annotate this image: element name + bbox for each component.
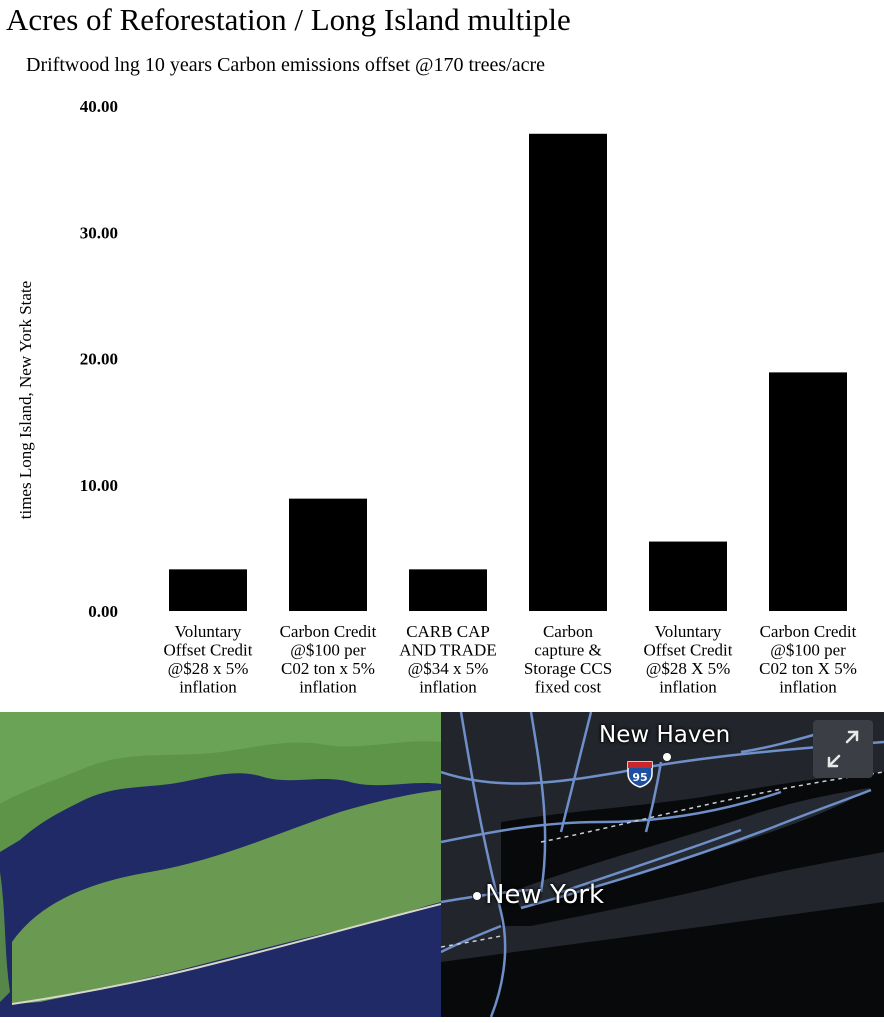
expand-map-button[interactable] (813, 720, 873, 778)
bar (769, 372, 847, 611)
satellite-image (0, 712, 441, 1017)
y-tick-label: 20.00 (80, 350, 118, 369)
x-tick-label: capture & (534, 641, 602, 660)
map-label-new-york: New York (485, 880, 605, 910)
map-roads (441, 712, 884, 1017)
x-tick-label: Carbon Credit (280, 622, 377, 641)
x-tick-label: Offset Credit (644, 641, 733, 660)
map-label-new-haven: New Haven (599, 722, 731, 748)
chart-subtitle: Driftwood lng 10 years Carbon emissions … (26, 54, 546, 76)
x-tick-label: Offset Credit (164, 641, 253, 660)
x-tick-label: AND TRADE (399, 641, 496, 660)
x-tick-label: Carbon (543, 622, 594, 641)
bar (409, 569, 487, 611)
x-tick-label: @$34 x 5% (408, 659, 489, 678)
expand-arrows-icon (827, 730, 859, 768)
x-tick-label: @$28 X 5% (646, 659, 731, 678)
photo-strip: New Haven 95 New York (0, 712, 884, 1017)
new-york-marker (472, 891, 482, 901)
highway-number: 95 (632, 771, 647, 784)
y-tick-label: 40.00 (80, 97, 118, 116)
x-tick-label: inflation (299, 678, 357, 697)
interstate-shield-icon: 95 (627, 761, 653, 788)
x-tick-label: fixed cost (535, 678, 602, 697)
x-tick-label: C02 ton X 5% (759, 659, 857, 678)
road-map: New Haven 95 New York (441, 712, 884, 1017)
chart-title: Acres of Reforestation / Long Island mul… (6, 2, 571, 37)
new-haven-marker (662, 752, 672, 762)
x-tick-label: CARB CAP (406, 622, 490, 641)
y-tick-label: 30.00 (80, 223, 118, 242)
x-tick-label: Voluntary (655, 622, 722, 641)
x-tick-label: inflation (419, 678, 477, 697)
bar (649, 541, 727, 611)
x-tick-label: inflation (659, 678, 717, 697)
bar (169, 569, 247, 611)
x-tick-label: @$100 per (290, 641, 366, 660)
x-tick-label: Storage CCS (524, 659, 612, 678)
x-tick-label: C02 ton x 5% (281, 659, 375, 678)
bar-chart: 0.0010.0020.0030.0040.00VoluntaryOffset … (80, 97, 857, 697)
y-tick-label: 0.00 (88, 602, 118, 621)
x-tick-label: Voluntary (175, 622, 242, 641)
x-tick-label: @$100 per (770, 641, 846, 660)
x-tick-label: inflation (779, 678, 837, 697)
x-tick-label: inflation (179, 678, 237, 697)
y-tick-label: 10.00 (80, 476, 118, 495)
x-tick-label: Carbon Credit (760, 622, 857, 641)
x-tick-label: @$28 x 5% (168, 659, 249, 678)
bar (529, 133, 607, 611)
bar (289, 498, 367, 611)
